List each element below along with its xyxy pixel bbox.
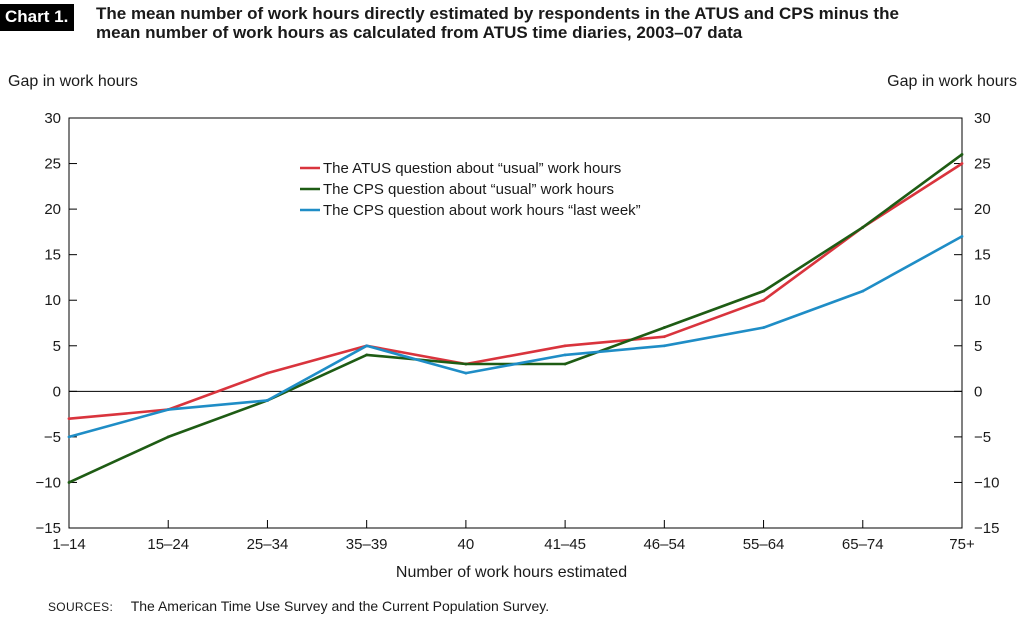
x-tick-label: 41–45 <box>544 536 586 553</box>
data-point <box>762 298 765 302</box>
y-tick-label-left: 15 <box>44 247 61 264</box>
y-tick-label-right: −10 <box>974 474 999 491</box>
x-tick-label: 25–34 <box>247 536 289 553</box>
data-point <box>861 289 865 293</box>
chart-title: The mean number of work hours directly e… <box>96 4 1006 42</box>
legend-item-cps-last-week-label: The CPS question about work hours “last … <box>323 202 641 219</box>
x-tick-label: 55–64 <box>743 536 785 553</box>
y-tick-label-right: 25 <box>974 156 991 173</box>
data-point <box>563 344 567 348</box>
y-tick-label-right: 20 <box>974 201 991 218</box>
data-point <box>662 344 666 348</box>
data-point <box>662 326 666 329</box>
y-tick-label-left: 20 <box>44 201 61 218</box>
x-tick-label: 15–24 <box>147 536 189 553</box>
x-axis-title: Number of work hours estimated <box>395 564 628 581</box>
data-point <box>365 353 369 357</box>
y-tick-label-left: 5 <box>53 338 61 355</box>
data-point <box>166 408 170 411</box>
chart-header: Chart 1. The mean number of work hours d… <box>0 4 1023 44</box>
data-point <box>266 371 269 375</box>
y-tick-label-left: 25 <box>44 156 61 173</box>
legend-item-cps-usual-label: The CPS question about “usual” work hour… <box>323 181 614 198</box>
y-axis-title-right: Gap in work hours <box>887 73 1017 90</box>
x-tick-label: 1–14 <box>52 536 85 553</box>
y-tick-label-right: −5 <box>974 429 991 446</box>
y-tick-label-right: 15 <box>974 247 991 264</box>
data-point <box>365 344 369 348</box>
data-point <box>67 435 71 439</box>
y-tick-label-right: 5 <box>974 338 982 355</box>
data-point <box>166 435 170 439</box>
sources-text: The American Time Use Survey and the Cur… <box>130 598 550 614</box>
data-point <box>662 335 666 339</box>
y-tick-label-left: 30 <box>44 110 61 127</box>
x-tick-label: 35–39 <box>346 536 388 553</box>
sources-label: SOURCES: <box>48 600 114 614</box>
y-tick-label-left: 0 <box>53 383 61 400</box>
y-axis-title-left: Gap in work hours <box>8 73 138 90</box>
y-tick-label-left: −5 <box>44 429 61 446</box>
data-point <box>960 162 964 165</box>
y-tick-label-right: 10 <box>974 292 991 309</box>
series-line-cps-last-week <box>68 235 963 439</box>
data-point <box>762 289 765 293</box>
data-point <box>960 153 964 156</box>
plot-frame <box>68 117 963 529</box>
chart-number-tag: Chart 1. <box>0 4 75 31</box>
legend-item-atus-usual-label: The ATUS question about “usual” work hou… <box>323 160 621 177</box>
data-point <box>266 399 269 402</box>
x-tick-label: 40 <box>458 536 475 553</box>
data-point <box>563 353 567 357</box>
data-point <box>563 362 567 366</box>
data-point <box>861 225 865 229</box>
y-tick-label-left: 10 <box>44 292 61 309</box>
chart-title-line-1: The mean number of work hours directly e… <box>96 4 899 23</box>
x-tick-label: 75+ <box>949 536 975 553</box>
data-point <box>762 326 765 329</box>
data-point <box>67 417 71 421</box>
data-point <box>464 371 468 375</box>
chart-title-line-2: mean number of work hours as calculated … <box>96 23 743 42</box>
data-point <box>67 481 71 484</box>
y-tick-label-right: 0 <box>974 383 982 400</box>
data-point <box>464 362 468 366</box>
y-tick-label-right: 30 <box>974 110 991 127</box>
series-line-atus-usual <box>68 162 963 420</box>
x-tick-label: 65–74 <box>842 536 884 553</box>
sources-note: SOURCES: The American Time Use Survey an… <box>48 598 549 614</box>
data-point <box>960 235 964 238</box>
y-tick-label-left: −10 <box>36 474 61 491</box>
x-tick-label: 46–54 <box>643 536 685 553</box>
y-tick-label-left: −15 <box>36 520 61 537</box>
y-tick-label-right: −15 <box>974 520 999 537</box>
